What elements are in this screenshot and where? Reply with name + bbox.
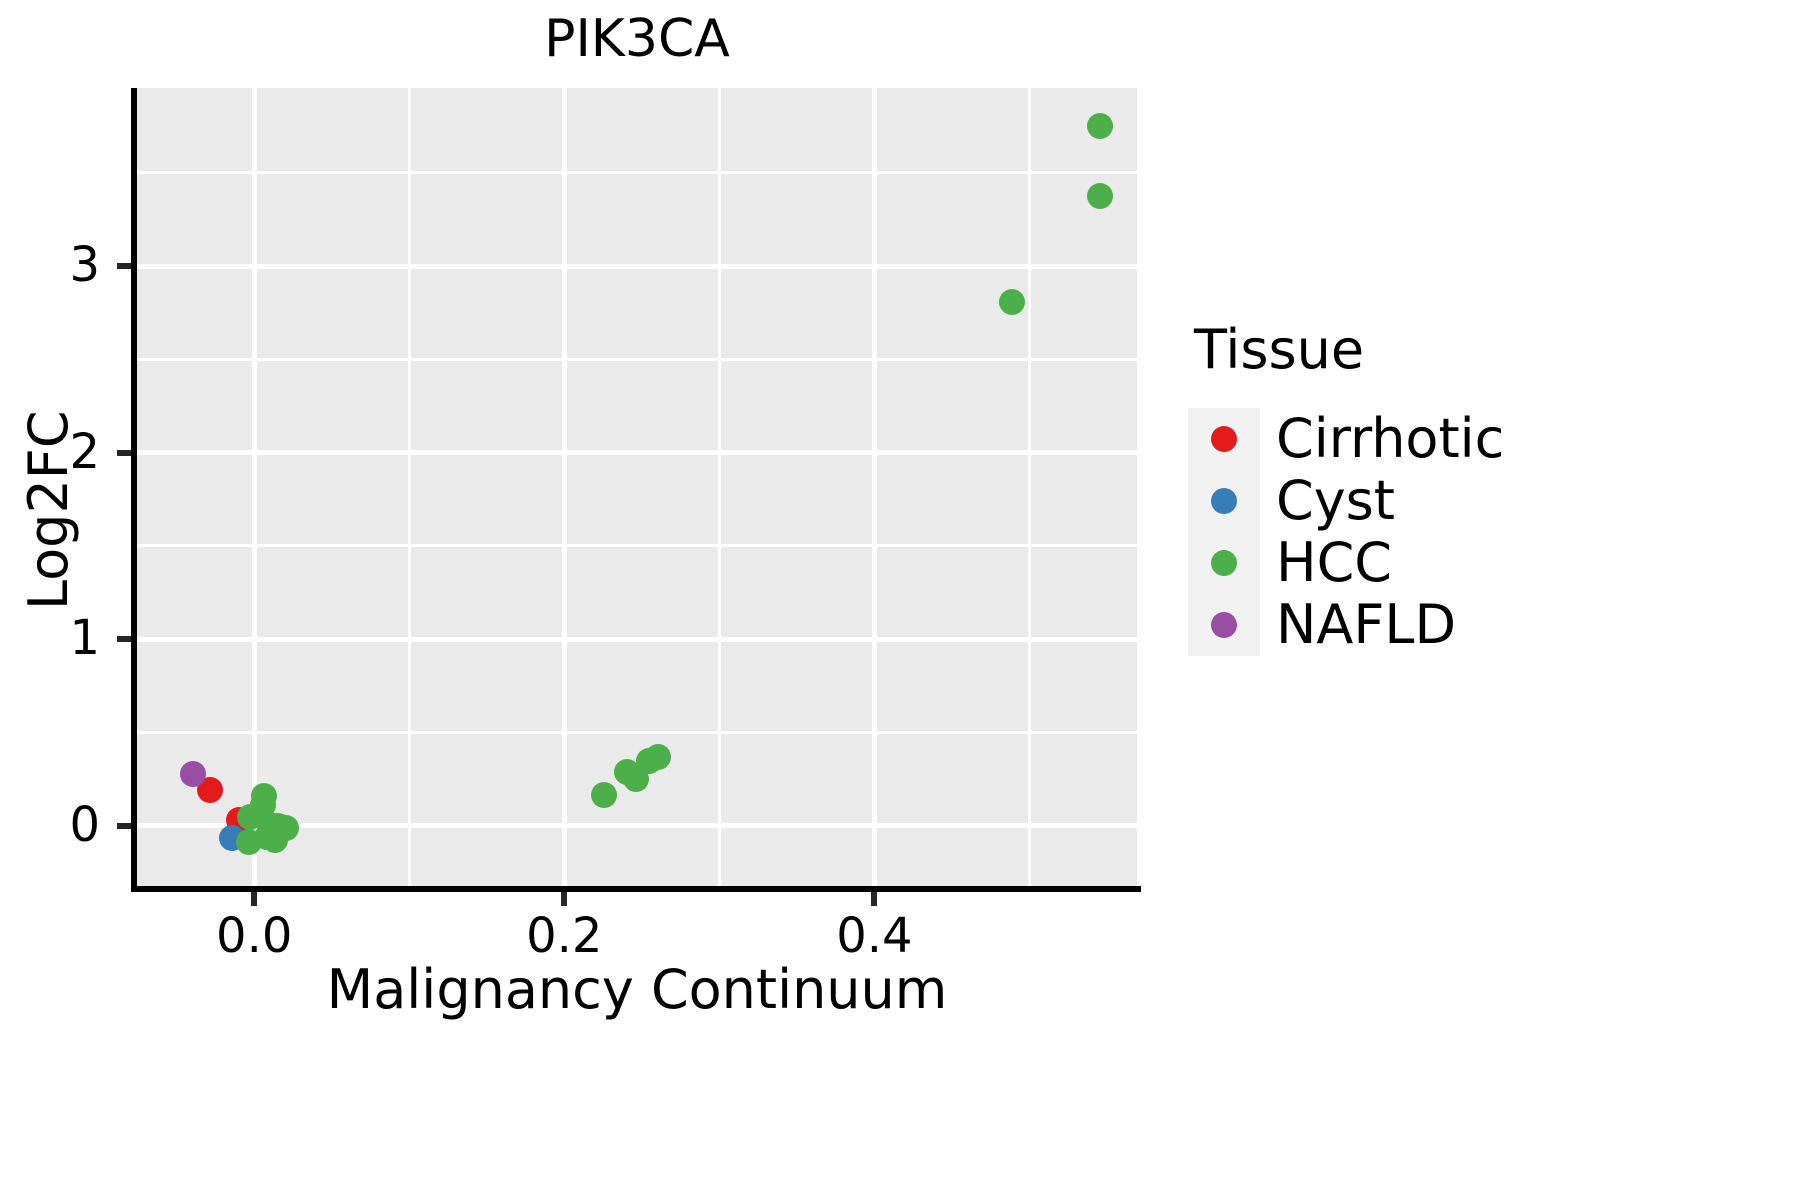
y-axis-tick-label: 0	[69, 796, 100, 853]
legend-item-label: HCC	[1276, 531, 1393, 594]
gridline	[137, 263, 1137, 269]
gridline	[137, 544, 1137, 548]
y-axis-line	[131, 88, 137, 892]
data-point	[1086, 183, 1113, 210]
data-point	[998, 288, 1025, 315]
x-axis-tick-label: 0.0	[216, 908, 293, 964]
data-point	[1086, 113, 1113, 140]
y-axis-tick	[117, 636, 131, 643]
legend-item-label: Cirrhotic	[1276, 407, 1505, 470]
plot-panel	[137, 88, 1137, 888]
legend-item[interactable]	[1188, 470, 1260, 532]
legend-key-dot	[1211, 426, 1237, 452]
gridline	[251, 88, 257, 888]
gridline	[137, 357, 1137, 361]
x-axis-line	[131, 886, 1141, 892]
gridline	[871, 88, 877, 888]
y-axis-tick	[117, 263, 131, 270]
legend-key-column	[1188, 408, 1260, 656]
data-point	[251, 782, 278, 809]
y-axis-tick	[117, 449, 131, 456]
x-axis-tick-label: 0.4	[836, 908, 913, 964]
x-axis-tick	[251, 892, 258, 906]
data-point	[645, 743, 672, 770]
gridline	[137, 171, 1137, 175]
data-point	[179, 761, 206, 788]
x-axis-label: Malignancy Continuum	[326, 958, 948, 1021]
x-axis-tick	[561, 892, 568, 906]
y-axis-tick	[117, 822, 131, 829]
legend-item[interactable]	[1188, 594, 1260, 656]
y-axis-tick-label: 1	[69, 610, 100, 667]
gridline	[137, 636, 1137, 642]
y-axis-tick-label: 2	[69, 423, 100, 480]
legend-key-dot	[1211, 612, 1237, 638]
gridline	[407, 88, 411, 888]
gridline	[561, 88, 567, 888]
gridline	[137, 730, 1137, 734]
gridline	[137, 823, 1137, 829]
legend-item-label: Cyst	[1276, 469, 1395, 532]
x-axis-tick-label: 0.2	[526, 908, 603, 964]
page-title: PIK3CA	[544, 9, 730, 69]
y-axis-tick-label: 3	[69, 237, 100, 294]
legend-item[interactable]	[1188, 408, 1260, 470]
data-point	[272, 814, 299, 841]
x-axis-tick	[871, 892, 878, 906]
gridline	[717, 88, 721, 888]
data-point	[590, 781, 617, 808]
legend-key-dot	[1211, 488, 1237, 514]
legend-title: Tissue	[1194, 318, 1365, 381]
legend-key-dot	[1211, 550, 1237, 576]
gridline	[137, 450, 1137, 456]
legend-item[interactable]	[1188, 532, 1260, 594]
gridline	[1027, 88, 1031, 888]
legend-item-label: NAFLD	[1276, 593, 1457, 656]
